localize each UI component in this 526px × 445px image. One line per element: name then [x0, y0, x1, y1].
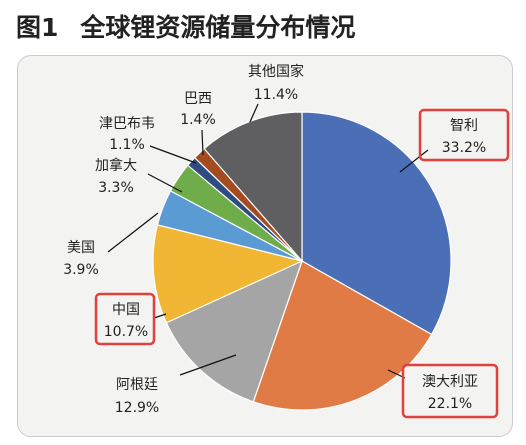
leader-line	[399, 149, 429, 173]
highlight-box	[401, 363, 499, 419]
leader-line	[149, 145, 197, 164]
leader-line	[153, 313, 167, 319]
highlight-box	[418, 108, 510, 162]
slice-label: 智利	[450, 118, 478, 134]
figure-number: 图1	[16, 13, 59, 42]
slice-label: 阿根廷	[116, 377, 158, 393]
slice-value-label: 33.2%	[442, 140, 486, 156]
pie-slice	[252, 260, 433, 411]
slice-value-label: 10.7%	[104, 324, 148, 340]
leader-line	[201, 129, 204, 156]
slice-value-label: 3.9%	[63, 262, 99, 278]
slice-label: 其他国家	[248, 63, 304, 80]
leader-line	[147, 173, 183, 193]
slice-label: 澳大利亚	[422, 374, 478, 390]
slice-value-label: 3.3%	[98, 180, 134, 196]
slice-label: 巴西	[184, 91, 212, 107]
pie-slice	[301, 111, 452, 336]
leader-line	[179, 354, 237, 376]
slice-label: 美国	[67, 240, 95, 256]
leader-line	[249, 103, 259, 123]
slice-value-label: 11.4%	[254, 87, 298, 103]
highlight-box	[94, 292, 156, 346]
slice-label: 津巴布韦	[99, 116, 155, 132]
slice-value-label: 1.1%	[109, 137, 145, 153]
slice-value-label: 1.4%	[180, 112, 216, 128]
pie-slice	[152, 224, 304, 324]
pie-slice	[165, 259, 304, 403]
slice-label: 中国	[112, 302, 140, 318]
slice-value-label: 12.9%	[115, 400, 159, 416]
figure-title: 图1 全球锂资源储量分布情况	[14, 8, 355, 44]
slice-label: 加拿大	[95, 157, 137, 174]
slice-value-label: 22.1%	[428, 396, 472, 412]
leader-line	[107, 212, 159, 253]
figure-title-text: 全球锂资源储量分布情况	[80, 13, 356, 42]
